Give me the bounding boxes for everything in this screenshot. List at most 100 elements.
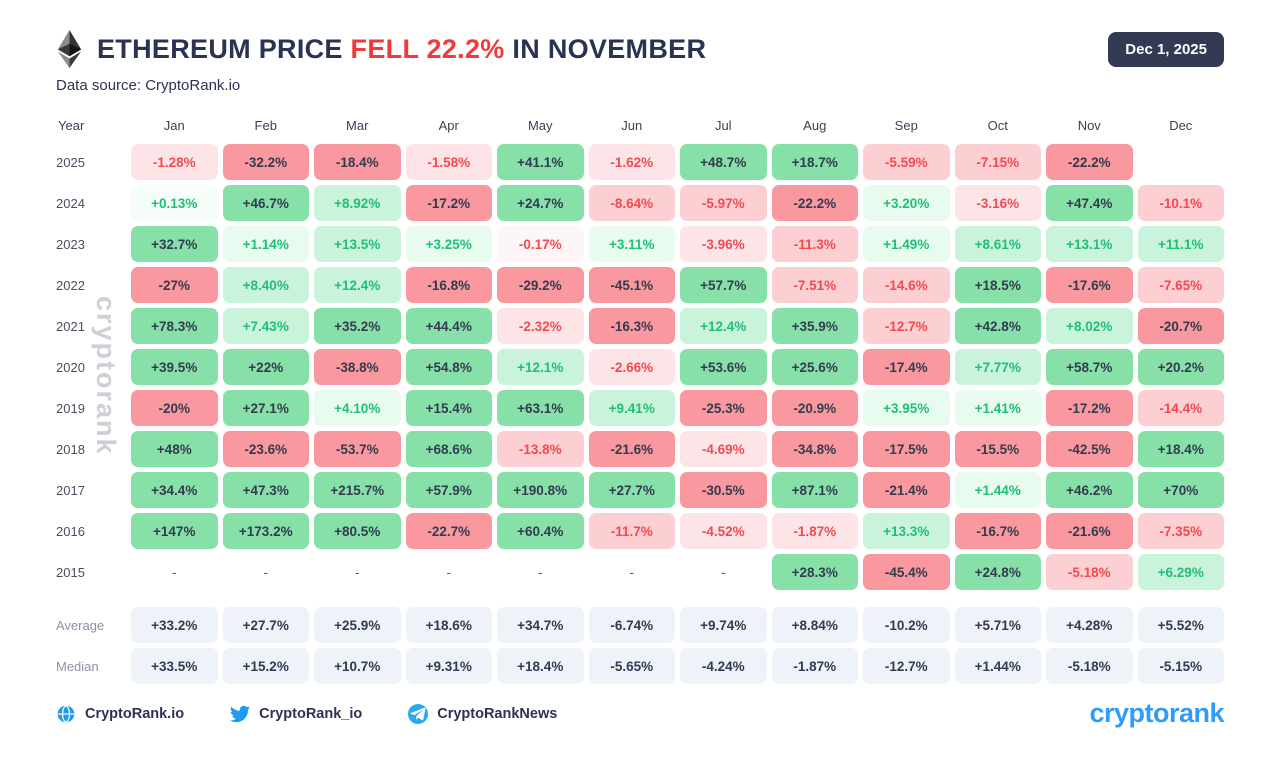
summary-cell: -1.87% xyxy=(771,648,858,684)
summary-cell: +9.31% xyxy=(405,648,492,684)
heatmap-cell: +147% xyxy=(131,513,218,549)
heatmap-cell: +9.41% xyxy=(588,390,675,426)
header: ETHEREUM PRICE FELL 22.2% IN NOVEMBER De… xyxy=(56,30,1224,68)
heatmap-cell: -22.2% xyxy=(1046,144,1133,180)
row-label-year: 2025 xyxy=(56,154,85,170)
heatmap-cell: +35.2% xyxy=(314,308,401,344)
column-header-year: Year xyxy=(58,118,85,133)
row-label-year: 2018 xyxy=(56,441,85,457)
summary-cell: +34.7% xyxy=(497,607,584,643)
heatmap-cell: -7.35% xyxy=(1137,513,1224,549)
summary-cell: +8.84% xyxy=(771,607,858,643)
heatmap-cell: +1.14% xyxy=(222,226,309,262)
heatmap-cell: +11.1% xyxy=(1137,226,1224,262)
column-header-month: Sep xyxy=(894,118,918,133)
heatmap-cell: +47.3% xyxy=(222,472,309,508)
heatmap-cell: +70% xyxy=(1137,472,1224,508)
heatmap-cell: +190.8% xyxy=(497,472,584,508)
link-cryptorank-io[interactable]: CryptoRank.io xyxy=(56,704,184,724)
heatmap-cell: +12.4% xyxy=(680,308,767,344)
heatmap-cell: +8.61% xyxy=(954,226,1041,262)
heatmap-cell: -38.8% xyxy=(314,349,401,385)
heatmap-cell: - xyxy=(721,564,726,580)
heatmap-cell: +215.7% xyxy=(314,472,401,508)
summary-cell: +33.5% xyxy=(131,648,218,684)
heatmap-cell: -17.4% xyxy=(863,349,950,385)
heatmap-cell: +46.7% xyxy=(222,185,309,221)
row-label-year: 2022 xyxy=(56,277,85,293)
column-header-month: Feb xyxy=(254,118,277,133)
column-header-month: Apr xyxy=(438,118,459,133)
heatmap-cell: - xyxy=(446,564,452,580)
heatmap-cell: +13.1% xyxy=(1046,226,1133,262)
date-badge: Dec 1, 2025 xyxy=(1108,31,1224,67)
page-title: ETHEREUM PRICE FELL 22.2% IN NOVEMBER xyxy=(97,34,706,65)
heatmap-grid: Year Jan Feb Mar Apr May Jun Jul Aug Sep Oct Nov Dec… xyxy=(56,110,1224,590)
cryptorank-logo: cryptorank xyxy=(1089,698,1224,728)
heatmap-cell: -23.6% xyxy=(222,431,309,467)
heatmap-cell: +46.2% xyxy=(1046,472,1133,508)
summary-cell: -5.18% xyxy=(1046,648,1133,684)
heatmap-cell: -21.6% xyxy=(1046,513,1133,549)
summary-cell: +33.2% xyxy=(131,607,218,643)
summary-cell: -5.15% xyxy=(1137,648,1224,684)
heatmap-cell: +53.6% xyxy=(680,349,767,385)
twitter-icon xyxy=(230,705,251,722)
heatmap-cell: -16.7% xyxy=(954,513,1041,549)
link-twitter[interactable]: CryptoRank_io xyxy=(230,704,362,724)
row-label-year: 2015 xyxy=(56,564,85,580)
heatmap-cell: +42.8% xyxy=(954,308,1041,344)
heatmap-cell: +27.1% xyxy=(222,390,309,426)
heatmap-cell: -11.7% xyxy=(588,513,675,549)
heatmap-cell: -22.7% xyxy=(405,513,492,549)
column-header-month: Dec xyxy=(1169,118,1193,133)
heatmap-cell: - xyxy=(263,564,269,580)
heatmap-cell: +63.1% xyxy=(497,390,584,426)
heatmap-cell: -20.9% xyxy=(771,390,858,426)
heatmap-cell: +1.41% xyxy=(954,390,1041,426)
heatmap-cell: - xyxy=(629,564,635,580)
social-links: CryptoRank.io CryptoRank_io CryptoRankNe… xyxy=(56,703,557,724)
heatmap-cell: -0.17% xyxy=(497,226,584,262)
telegram-icon xyxy=(408,703,429,724)
summary-cell: +1.44% xyxy=(954,648,1041,684)
heatmap-cell: -4.52% xyxy=(680,513,767,549)
summary-cell: +10.7% xyxy=(314,648,401,684)
column-header-month: May xyxy=(527,118,553,133)
heatmap-cell: -21.6% xyxy=(588,431,675,467)
heatmap-cell: -17.6% xyxy=(1046,267,1133,303)
row-label-summary: Average xyxy=(56,617,105,633)
heatmap-cell: -5.59% xyxy=(863,144,950,180)
heatmap-cell: +4.10% xyxy=(314,390,401,426)
heatmap-cell: +24.7% xyxy=(497,185,584,221)
heatmap-cell: +24.8% xyxy=(954,554,1041,590)
heatmap-cell: -53.7% xyxy=(314,431,401,467)
heatmap-cell: +12.1% xyxy=(497,349,584,385)
row-label-year: 2020 xyxy=(56,359,85,375)
globe-icon xyxy=(57,705,75,722)
heatmap-cell: +13.3% xyxy=(863,513,950,549)
heatmap-cell: +7.77% xyxy=(954,349,1041,385)
heatmap-cell: -45.4% xyxy=(863,554,950,590)
heatmap-cell: +8.40% xyxy=(222,267,309,303)
summary-cell: +4.28% xyxy=(1046,607,1133,643)
heatmap-cell: +48.7% xyxy=(680,144,767,180)
link-telegram[interactable]: CryptoRankNews xyxy=(408,703,557,724)
heatmap-cell: +78.3% xyxy=(131,308,218,344)
heatmap-cell: +44.4% xyxy=(405,308,492,344)
summary-cell: -5.65% xyxy=(588,648,675,684)
column-header-month: Jul xyxy=(714,118,732,133)
heatmap-cell: +28.3% xyxy=(771,554,858,590)
row-label-year: 2021 xyxy=(56,318,85,334)
heatmap-cell: +3.25% xyxy=(405,226,492,262)
column-header-month: Aug xyxy=(803,118,827,133)
heatmap-cell: +57.7% xyxy=(680,267,767,303)
heatmap-cell: -5.97% xyxy=(680,185,767,221)
heatmap-cell: +41.1% xyxy=(497,144,584,180)
heatmap-cell: -17.2% xyxy=(405,185,492,221)
heatmap-cell: -25.3% xyxy=(680,390,767,426)
row-label-year: 2016 xyxy=(56,523,85,539)
heatmap-cell: -12.7% xyxy=(863,308,950,344)
heatmap-cell: +173.2% xyxy=(222,513,309,549)
